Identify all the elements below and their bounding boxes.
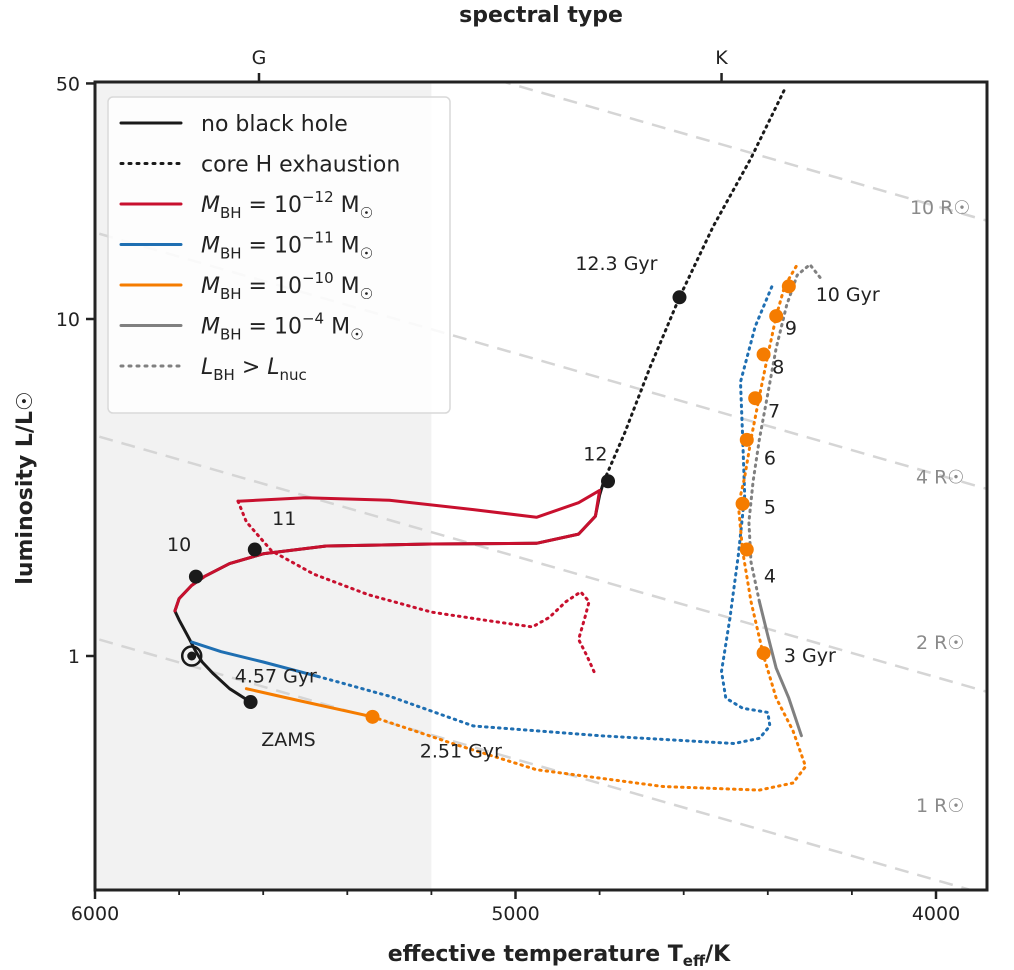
legend-box bbox=[107, 96, 451, 414]
series-line bbox=[371, 263, 808, 792]
series-line bbox=[602, 87, 787, 483]
marker-point bbox=[247, 542, 262, 557]
series-line bbox=[190, 640, 320, 678]
y-tick-label: 1 bbox=[68, 646, 80, 668]
annotation-layer: 1 R☉ 2 R☉ 4 R☉ 10 R☉ ZAMS 4.57 Gyr 10 11 12 12.3 … bbox=[167, 197, 970, 817]
top-tick-label: G bbox=[252, 47, 267, 69]
tick-layer: 6000 5000 4000 1 10 50 G K bbox=[56, 47, 960, 925]
marker-label: 4.57 Gyr bbox=[235, 665, 317, 687]
y-tick-label: 50 bbox=[56, 73, 80, 95]
legend-label: core H exhaustion bbox=[201, 153, 400, 178]
marker-label: 4 bbox=[764, 566, 776, 588]
series-line bbox=[236, 499, 597, 677]
marker-point bbox=[781, 279, 796, 294]
marker-label: 12.3 Gyr bbox=[575, 253, 657, 275]
marker-point bbox=[188, 569, 203, 584]
legend-label: LBH > Lnuc bbox=[201, 355, 307, 384]
marker-point bbox=[365, 709, 380, 724]
marker-point bbox=[756, 646, 771, 661]
y-tick-label: 10 bbox=[56, 309, 80, 331]
marker-label: 10 bbox=[167, 534, 191, 556]
marker-layer bbox=[180, 279, 796, 724]
marker-point bbox=[769, 309, 784, 324]
x-axis-title: effective temperature Teff/K bbox=[388, 942, 731, 970]
legend-label: no black hole bbox=[201, 112, 348, 137]
marker-point bbox=[672, 290, 687, 305]
marker-point bbox=[748, 391, 763, 406]
marker-label: ZAMS bbox=[261, 729, 315, 751]
marker-point bbox=[735, 496, 750, 511]
marker-point bbox=[601, 474, 616, 489]
legend-label: MBH = 10−12 M☉ bbox=[201, 188, 373, 222]
marker-label: 10 Gyr bbox=[816, 284, 880, 306]
marker-point bbox=[739, 542, 754, 557]
series-line bbox=[747, 263, 824, 604]
marker-label: 7 bbox=[768, 401, 780, 423]
top-axis-title: spectral type bbox=[459, 3, 623, 28]
series-line bbox=[757, 600, 803, 738]
top-tick-label: K bbox=[715, 47, 728, 69]
x-tick-label: 4000 bbox=[912, 903, 960, 925]
marker-label: 6 bbox=[764, 448, 776, 470]
series-line bbox=[244, 687, 374, 719]
marker-ring bbox=[180, 645, 203, 667]
legend-label: MBH = 10−11 M☉ bbox=[201, 229, 373, 263]
plot-frame bbox=[93, 80, 989, 892]
marker-point bbox=[243, 695, 258, 710]
marker-label: 11 bbox=[272, 508, 296, 530]
series-line bbox=[316, 284, 774, 745]
marker-point bbox=[739, 432, 754, 447]
radius-label: 4 R☉ bbox=[916, 466, 964, 488]
marker-label: 2.51 Gyr bbox=[420, 740, 502, 762]
marker-label: 5 bbox=[764, 496, 776, 518]
marker-label: 3 Gyr bbox=[784, 645, 836, 667]
marker-point bbox=[756, 347, 771, 362]
x-tick-label: 5000 bbox=[491, 903, 539, 925]
marker-label: 9 bbox=[785, 317, 797, 339]
legend: no black hole core H exhaustion MBH = 10−1… bbox=[107, 96, 451, 414]
radius-label: 1 R☉ bbox=[916, 795, 964, 817]
radius-label: 2 R☉ bbox=[916, 632, 964, 654]
marker-label: 12 bbox=[583, 444, 607, 466]
y-axis-title: luminosity L/L☉ bbox=[13, 391, 38, 584]
x-tick-label: 6000 bbox=[71, 903, 119, 925]
legend-label: MBH = 10−10 M☉ bbox=[201, 269, 373, 303]
radius-label: 10 R☉ bbox=[910, 197, 970, 219]
marker-label: 8 bbox=[772, 356, 784, 378]
marker-point bbox=[187, 651, 197, 661]
legend-label: MBH = 10−4 M☉ bbox=[201, 310, 364, 344]
